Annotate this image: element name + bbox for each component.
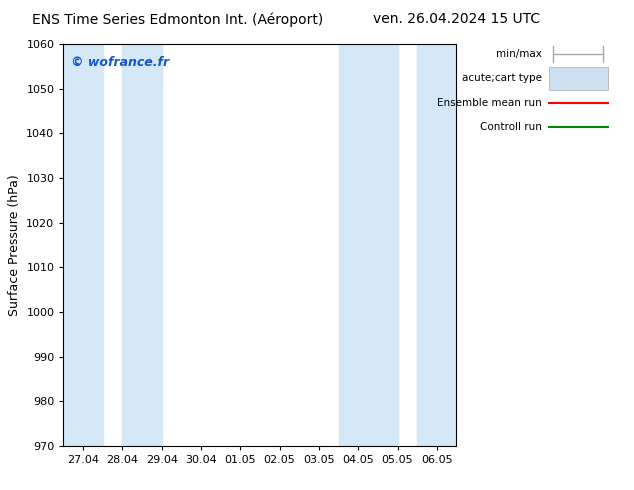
Text: Ensemble mean run: Ensemble mean run <box>437 98 542 108</box>
Text: Controll run: Controll run <box>480 122 542 132</box>
Text: © wofrance.fr: © wofrance.fr <box>71 56 169 69</box>
Bar <box>417 44 456 446</box>
Text: ven. 26.04.2024 15 UTC: ven. 26.04.2024 15 UTC <box>373 12 540 26</box>
FancyBboxPatch shape <box>548 67 608 90</box>
Bar <box>122 44 162 446</box>
Y-axis label: Surface Pressure (hPa): Surface Pressure (hPa) <box>8 174 21 316</box>
Text: min/max: min/max <box>496 49 542 59</box>
Text: ENS Time Series Edmonton Int. (Aéroport): ENS Time Series Edmonton Int. (Aéroport) <box>32 12 323 27</box>
Text: acute;cart type: acute;cart type <box>462 74 542 83</box>
Bar <box>63 44 103 446</box>
Bar <box>339 44 398 446</box>
